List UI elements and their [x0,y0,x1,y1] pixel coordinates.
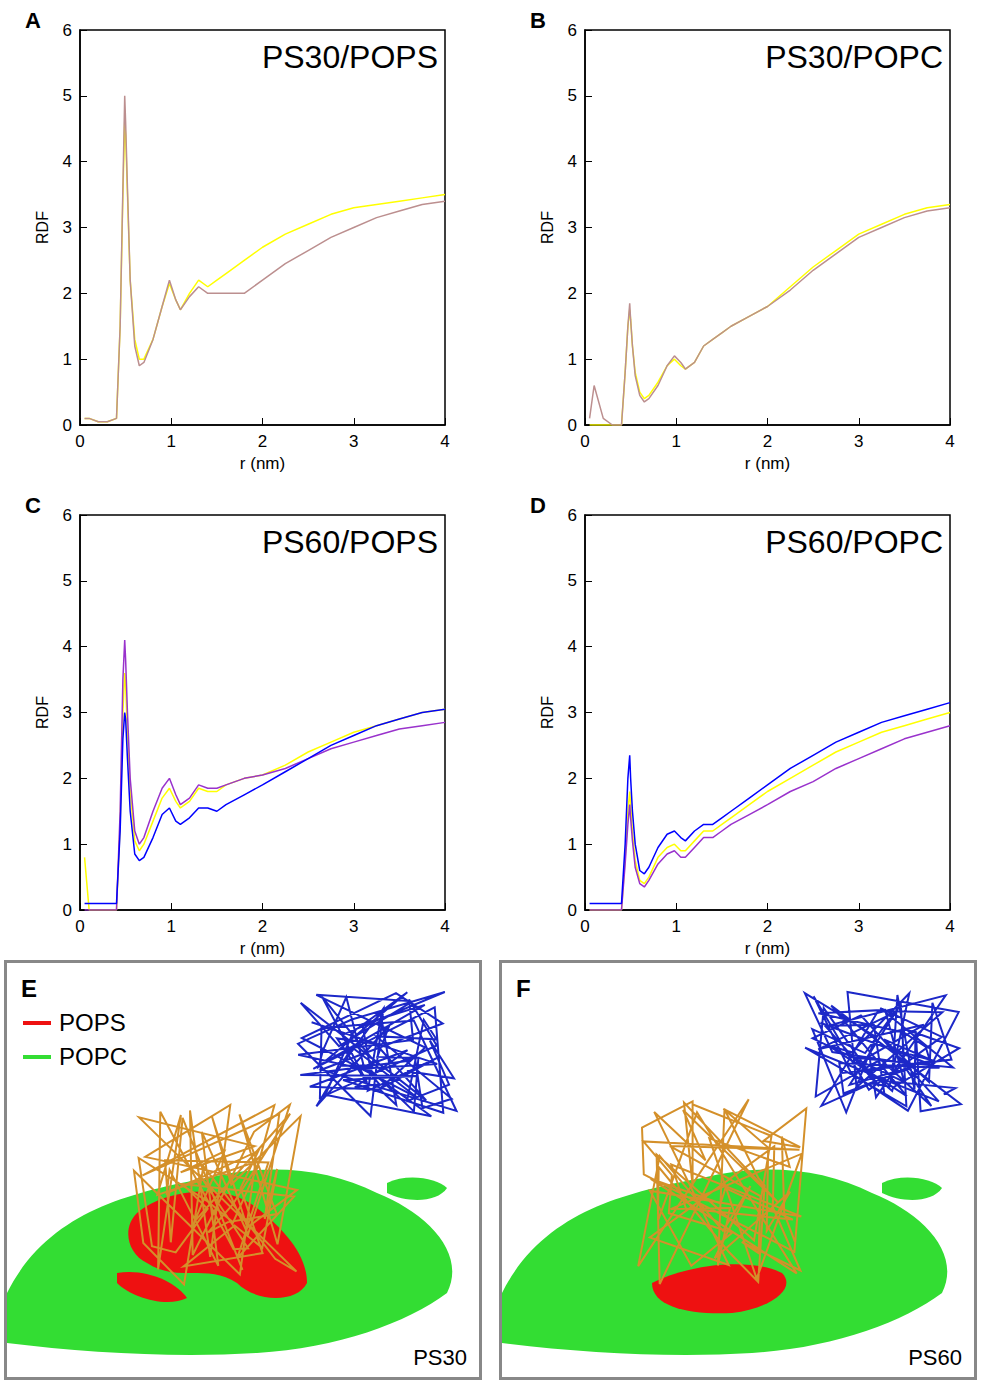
svg-text:2: 2 [258,432,267,451]
svg-text:C: C [25,493,41,518]
svg-text:6: 6 [63,21,72,40]
svg-text:POPS: POPS [59,1009,126,1036]
svg-text:F: F [516,975,531,1002]
svg-text:3: 3 [854,432,863,451]
svg-text:2: 2 [63,769,72,788]
svg-text:0: 0 [63,416,72,435]
svg-text:3: 3 [63,218,72,237]
svg-text:RDF: RDF [34,696,51,729]
svg-text:r (nm): r (nm) [745,939,790,958]
svg-text:A: A [25,8,41,33]
svg-text:0: 0 [75,917,84,936]
svg-text:3: 3 [568,218,577,237]
svg-text:0: 0 [580,432,589,451]
svg-text:2: 2 [63,284,72,303]
svg-text:PS30/POPS: PS30/POPS [262,39,438,75]
svg-text:6: 6 [568,21,577,40]
svg-text:0: 0 [568,901,577,920]
svg-text:3: 3 [63,703,72,722]
svg-text:3: 3 [349,432,358,451]
svg-text:1: 1 [568,350,577,369]
svg-text:4: 4 [440,432,449,451]
svg-text:PS60: PS60 [908,1345,962,1370]
svg-text:4: 4 [440,917,449,936]
svg-text:2: 2 [568,769,577,788]
svg-text:RDF: RDF [539,211,556,244]
svg-text:0: 0 [75,432,84,451]
svg-text:2: 2 [763,432,772,451]
svg-text:1: 1 [63,835,72,854]
svg-text:r (nm): r (nm) [240,454,285,473]
svg-text:PS60/POPS: PS60/POPS [262,524,438,560]
svg-text:1: 1 [167,432,176,451]
svg-text:3: 3 [349,917,358,936]
svg-text:PS30: PS30 [413,1345,467,1370]
svg-text:POPC: POPC [59,1043,127,1070]
svg-text:3: 3 [854,917,863,936]
svg-text:1: 1 [63,350,72,369]
svg-text:4: 4 [945,432,954,451]
svg-text:6: 6 [568,506,577,525]
svg-text:4: 4 [63,152,72,171]
svg-text:PS60/POPC: PS60/POPC [765,524,943,560]
svg-text:r (nm): r (nm) [745,454,790,473]
svg-text:0: 0 [63,901,72,920]
svg-text:1: 1 [568,835,577,854]
svg-text:B: B [530,8,546,33]
svg-text:E: E [21,975,37,1002]
svg-text:2: 2 [258,917,267,936]
svg-text:5: 5 [63,86,72,105]
svg-text:r (nm): r (nm) [240,939,285,958]
svg-text:1: 1 [672,917,681,936]
svg-text:RDF: RDF [539,696,556,729]
svg-text:2: 2 [568,284,577,303]
svg-text:4: 4 [568,152,577,171]
svg-text:1: 1 [672,432,681,451]
svg-text:PS30/POPC: PS30/POPC [765,39,943,75]
svg-text:4: 4 [568,637,577,656]
svg-text:3: 3 [568,703,577,722]
svg-text:6: 6 [63,506,72,525]
svg-text:4: 4 [63,637,72,656]
svg-text:4: 4 [945,917,954,936]
svg-text:2: 2 [763,917,772,936]
svg-text:5: 5 [568,86,577,105]
svg-text:0: 0 [568,416,577,435]
svg-text:5: 5 [63,571,72,590]
svg-text:0: 0 [580,917,589,936]
svg-text:5: 5 [568,571,577,590]
svg-text:D: D [530,493,546,518]
svg-text:RDF: RDF [34,211,51,244]
svg-text:1: 1 [167,917,176,936]
